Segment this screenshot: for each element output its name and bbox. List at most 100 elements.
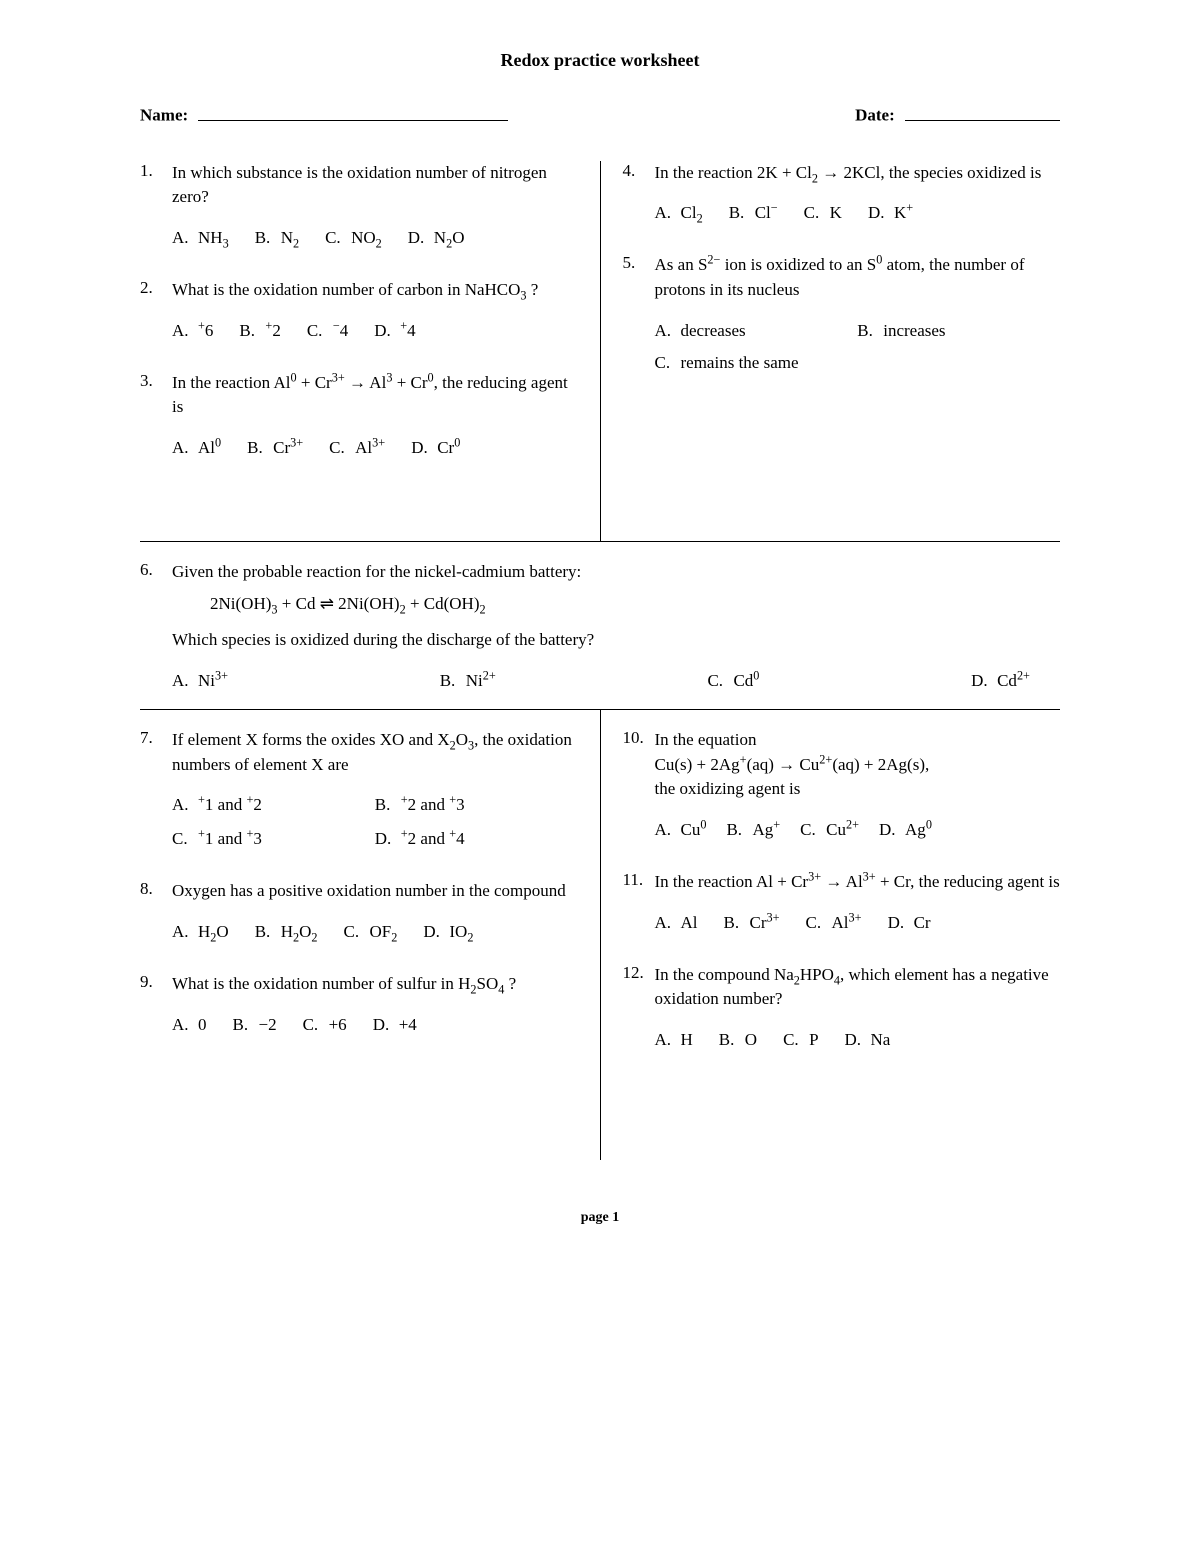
question-1: 1. In which substance is the oxidation n… <box>140 161 578 248</box>
q3-choice-a[interactable]: A.Al0 <box>172 438 221 458</box>
question-2: 2. What is the oxidation number of carbo… <box>140 278 578 341</box>
q1-choice-b[interactable]: B.N2 <box>255 228 299 248</box>
worksheet-title: Redox practice worksheet <box>140 50 1060 71</box>
qnum-3: 3. <box>140 371 172 458</box>
question-4: 4. In the reaction 2K + Cl2 → 2KCl, the … <box>623 161 1061 224</box>
stem-8: Oxygen has a positive oxidation number i… <box>172 879 578 904</box>
qnum-9: 9. <box>140 972 172 1035</box>
qnum-6: 6. <box>140 560 172 691</box>
col-right-3: 10. In the equationCu(s) + 2Ag+(aq) → Cu… <box>601 710 1061 1160</box>
q11-choice-b[interactable]: B.Cr3+ <box>724 913 780 933</box>
q3-choice-c[interactable]: C.Al3+ <box>329 438 385 458</box>
q7-choice-b[interactable]: B.+2 and +3 <box>375 795 578 815</box>
q11-choice-a[interactable]: A.Al <box>655 913 698 933</box>
stem-9: What is the oxidation number of sulfur i… <box>172 972 578 997</box>
q7-choice-c[interactable]: C.+1 and +3 <box>172 829 375 849</box>
q4-choice-c[interactable]: C.K <box>804 203 842 223</box>
q12-choice-a[interactable]: A.H <box>655 1030 693 1050</box>
q9-choice-c[interactable]: C.+6 <box>303 1015 347 1035</box>
question-5: 5. As an S2− ion is oxidized to an S0 at… <box>623 253 1061 372</box>
q7-choice-a[interactable]: A.+1 and +2 <box>172 795 375 815</box>
question-9: 9. What is the oxidation number of sulfu… <box>140 972 578 1035</box>
q6-choice-a[interactable]: A.Ni3+ <box>172 671 228 691</box>
q12-choice-d[interactable]: D.Na <box>845 1030 891 1050</box>
stem-5: As an S2− ion is oxidized to an S0 atom,… <box>655 253 1061 302</box>
qnum-12: 12. <box>623 963 655 1050</box>
stem-12: In the compound Na2HPO4, which element h… <box>655 963 1061 1012</box>
q1-choice-d[interactable]: D.N2O <box>408 228 465 248</box>
qnum-11: 11. <box>623 870 655 933</box>
question-6: 6. Given the probable reaction for the n… <box>140 560 1060 691</box>
question-8: 8. Oxygen has a positive oxidation numbe… <box>140 879 578 942</box>
qnum-4: 4. <box>623 161 655 224</box>
q9-choice-a[interactable]: A.0 <box>172 1015 207 1035</box>
eqn-6: 2Ni(OH)3 + Cd ⇌ 2Ni(OH)2 + Cd(OH)2 <box>210 594 1060 614</box>
col-left-1: 1. In which substance is the oxidation n… <box>140 161 601 541</box>
choices-4: A.Cl2 B.Cl− C.K D.K+ <box>655 203 1061 223</box>
q2-choice-a[interactable]: A.+6 <box>172 321 213 341</box>
choices-11: A.Al B.Cr3+ C.Al3+ D.Cr <box>655 913 1061 933</box>
stem-10: In the equationCu(s) + 2Ag+(aq) → Cu2+(a… <box>655 728 1061 802</box>
section-2: 6. Given the probable reaction for the n… <box>140 542 1060 709</box>
date-label: Date: <box>855 106 895 125</box>
page-footer: page 1 <box>140 1210 1060 1226</box>
q5-choice-a[interactable]: A.decreases <box>655 321 858 341</box>
q12-choice-c[interactable]: C.P <box>783 1030 818 1050</box>
qnum-10: 10. <box>623 728 655 840</box>
choices-9: A.0 B.−2 C.+6 D.+4 <box>172 1015 578 1035</box>
qnum-8: 8. <box>140 879 172 942</box>
q10-choice-d[interactable]: D.Ag0 <box>879 820 932 840</box>
q8-choice-b[interactable]: B.H2O2 <box>255 922 318 942</box>
question-11: 11. In the reaction Al + Cr3+ → Al3+ + C… <box>623 870 1061 933</box>
q2-choice-d[interactable]: D.+4 <box>374 321 415 341</box>
q8-choice-a[interactable]: A.H2O <box>172 922 229 942</box>
choices-8: A.H2O B.H2O2 C.OF2 D.IO2 <box>172 922 578 942</box>
q3-choice-d[interactable]: D.Cr0 <box>411 438 460 458</box>
q6-choice-b[interactable]: B.Ni2+ <box>440 671 496 691</box>
qnum-1: 1. <box>140 161 172 248</box>
q12-choice-b[interactable]: B.O <box>719 1030 757 1050</box>
stem-1: In which substance is the oxidation numb… <box>172 161 578 210</box>
col-left-3: 7. If element X forms the oxides XO and … <box>140 710 601 1160</box>
header-row: Name: Date: <box>140 101 1060 126</box>
stem-11: In the reaction Al + Cr3+ → Al3+ + Cr, t… <box>655 870 1061 895</box>
date-blank[interactable] <box>905 101 1060 121</box>
q5-choice-b[interactable]: B.increases <box>857 321 1060 341</box>
qnum-5: 5. <box>623 253 655 372</box>
question-10: 10. In the equationCu(s) + 2Ag+(aq) → Cu… <box>623 728 1061 840</box>
q11-choice-c[interactable]: C.Al3+ <box>806 913 862 933</box>
q9-choice-d[interactable]: D.+4 <box>373 1015 417 1035</box>
col-right-1: 4. In the reaction 2K + Cl2 → 2KCl, the … <box>601 161 1061 541</box>
question-3: 3. In the reaction Al0 + Cr3+ → Al3 + Cr… <box>140 371 578 458</box>
q10-choice-c[interactable]: C.Cu2+ <box>800 820 859 840</box>
follow-6: Which species is oxidized during the dis… <box>172 628 1060 653</box>
q5-choice-c[interactable]: C.remains the same <box>655 353 1061 373</box>
question-7: 7. If element X forms the oxides XO and … <box>140 728 578 849</box>
q7-choice-d[interactable]: D.+2 and +4 <box>375 829 578 849</box>
qnum-7: 7. <box>140 728 172 849</box>
q4-choice-d[interactable]: D.K+ <box>868 203 913 223</box>
q10-choice-a[interactable]: A.Cu0 <box>655 820 707 840</box>
q6-choice-c[interactable]: C.Cd0 <box>707 671 759 691</box>
choices-12: A.H B.O C.P D.Na <box>655 1030 1061 1050</box>
q4-choice-b[interactable]: B.Cl− <box>729 203 778 223</box>
q11-choice-d[interactable]: D.Cr <box>888 913 931 933</box>
q9-choice-b[interactable]: B.−2 <box>233 1015 277 1035</box>
stem-4: In the reaction 2K + Cl2 → 2KCl, the spe… <box>655 161 1061 186</box>
q8-choice-c[interactable]: C.OF2 <box>344 922 398 942</box>
name-blank[interactable] <box>198 101 508 121</box>
q2-choice-c[interactable]: C.−4 <box>307 321 348 341</box>
name-label: Name: <box>140 106 188 125</box>
choices-3: A.Al0 B.Cr3+ C.Al3+ D.Cr0 <box>172 438 578 458</box>
q4-choice-a[interactable]: A.Cl2 <box>655 203 703 223</box>
q3-choice-b[interactable]: B.Cr3+ <box>247 438 303 458</box>
q1-choice-a[interactable]: A.NH3 <box>172 228 229 248</box>
q6-choice-d[interactable]: D.Cd2+ <box>971 671 1030 691</box>
q8-choice-d[interactable]: D.IO2 <box>423 922 473 942</box>
choices-1: A.NH3 B.N2 C.NO2 D.N2O <box>172 228 578 248</box>
q2-choice-b[interactable]: B.+2 <box>239 321 280 341</box>
q1-choice-c[interactable]: C.NO2 <box>325 228 382 248</box>
choices-10: A.Cu0 B.Ag+ C.Cu2+ D.Ag0 <box>655 820 1061 840</box>
qnum-2: 2. <box>140 278 172 341</box>
q10-choice-b[interactable]: B.Ag+ <box>726 820 780 840</box>
